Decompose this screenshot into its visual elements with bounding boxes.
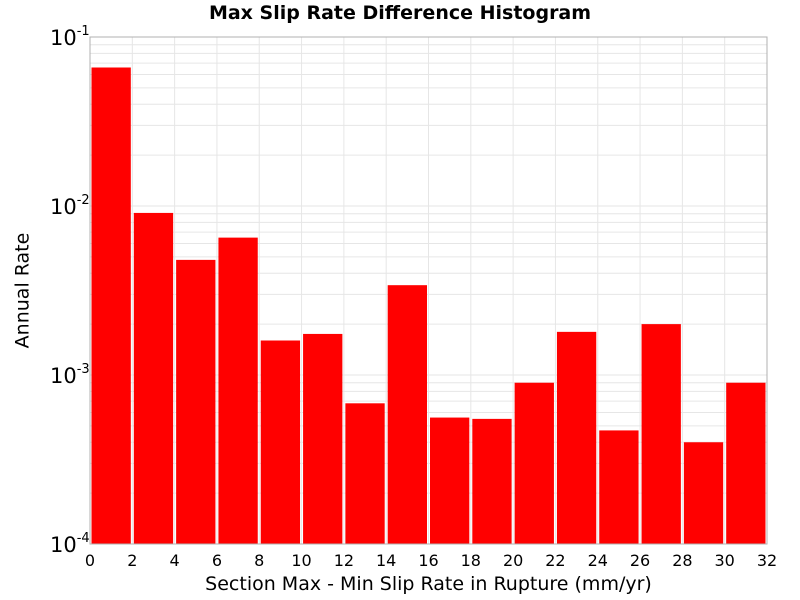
y-tick-base: 10 — [50, 364, 77, 388]
y-tick-base: 10 — [50, 533, 77, 557]
histogram-bar — [472, 418, 512, 544]
x-tick-label: 0 — [85, 551, 95, 570]
x-tick-label: 10 — [291, 551, 311, 570]
plot-frame — [89, 36, 768, 545]
bars — [91, 67, 766, 545]
histogram-bar — [683, 442, 724, 544]
x-tick-label: 26 — [630, 551, 650, 570]
y-axis-label: Annual Rate — [12, 233, 34, 349]
histogram-bar — [514, 382, 554, 544]
x-tick-label: 14 — [376, 551, 396, 570]
x-tick-label: 8 — [254, 551, 264, 570]
histogram-bar — [91, 67, 131, 545]
x-tick-label: 20 — [503, 551, 523, 570]
x-tick-label: 16 — [418, 551, 438, 570]
histogram-bar — [430, 417, 470, 544]
y-tick-exponent: -3 — [77, 362, 90, 377]
y-tick-exponent: -1 — [77, 24, 90, 39]
x-tick-label: 2 — [127, 551, 137, 570]
y-tick-exponent: -2 — [77, 193, 90, 208]
histogram-bar — [303, 333, 343, 544]
histogram-bar — [260, 340, 301, 544]
histogram-bar — [345, 403, 385, 544]
x-tick-label: 28 — [672, 551, 692, 570]
histogram-bar — [176, 259, 216, 544]
x-tick-label: 6 — [212, 551, 222, 570]
histogram-bar — [641, 324, 681, 544]
histogram-bar — [726, 382, 766, 544]
y-tick-base: 10 — [50, 26, 77, 50]
y-tick-exponent: -4 — [77, 531, 90, 546]
y-tick-label: 10-1 — [50, 24, 90, 50]
x-tick-label: 22 — [545, 551, 565, 570]
x-tick-label: 12 — [334, 551, 354, 570]
y-tick-base: 10 — [50, 195, 77, 219]
y-tick-label: 10-2 — [50, 193, 90, 219]
histogram-bar — [133, 212, 174, 544]
x-tick-label: 18 — [461, 551, 481, 570]
x-tick-label: 32 — [757, 551, 777, 570]
histogram-bar — [599, 430, 639, 544]
x-axis-label: Section Max - Min Slip Rate in Rupture (… — [205, 573, 652, 595]
y-tick-label: 10-3 — [50, 362, 90, 388]
y-axis-ticks: 10-410-310-210-1 — [50, 24, 90, 557]
histogram-bar — [387, 285, 427, 544]
y-tick-label: 10-4 — [50, 531, 90, 557]
x-tick-label: 4 — [170, 551, 180, 570]
histogram-bar — [556, 331, 597, 544]
x-tick-label: 24 — [588, 551, 608, 570]
chart-title: Max Slip Rate Difference Histogram — [208, 2, 592, 24]
x-axis-ticks: 0 2 4 6 8 10 12 14 16 18 20 22 24 26 28 30 32 — [85, 551, 777, 570]
x-tick-label: 30 — [715, 551, 735, 570]
histogram-bar — [218, 237, 258, 544]
